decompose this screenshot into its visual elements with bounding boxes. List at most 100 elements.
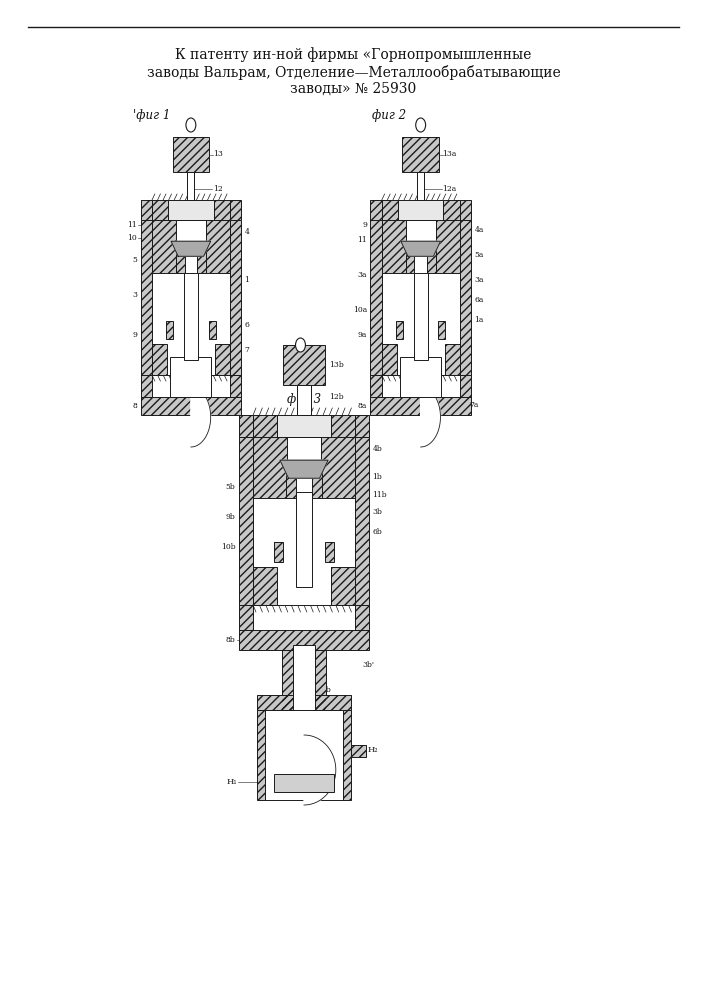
Text: 10: 10 [127,234,137,242]
Text: 3а: 3а [358,271,367,279]
Text: 4b: 4b [373,445,382,453]
Text: 12b: 12b [329,393,344,401]
Bar [343,710,351,800]
Bar [331,567,355,605]
Text: 4: 4 [245,228,250,236]
Bar [257,710,265,800]
Bar [173,137,209,172]
Bar [152,200,168,220]
Bar [170,357,211,397]
Bar [355,437,369,605]
Bar [274,774,334,792]
Bar [168,200,214,220]
Bar [406,244,414,272]
Text: 'фиг 1: 'фиг 1 [134,108,170,121]
Bar [265,710,343,800]
Bar [230,220,241,375]
Bar [253,437,287,498]
Bar [382,344,397,375]
Bar [417,172,424,200]
Bar [206,220,230,272]
Bar [297,385,311,415]
Bar [460,375,471,397]
Bar [152,220,176,272]
Bar [382,220,406,272]
Text: 13b: 13b [329,361,344,369]
Bar [152,200,168,220]
Text: 3а: 3а [474,276,484,284]
Text: 3b': 3b' [362,661,374,669]
Bar [239,437,253,605]
Text: 4а: 4а [474,226,484,234]
Bar [209,320,216,338]
Bar [460,200,471,220]
Bar [277,415,331,437]
Bar [396,320,403,338]
Bar [370,220,382,375]
Bar [141,397,241,415]
Bar [215,344,230,375]
Bar [283,345,325,385]
Bar [443,200,460,220]
Bar [370,397,471,415]
Bar [230,375,241,397]
Bar [436,220,460,272]
Bar [312,464,322,498]
Bar [414,272,428,360]
Bar [351,744,366,757]
Bar [166,320,173,338]
Polygon shape [191,387,211,447]
Text: H₂: H₂ [368,746,378,755]
Bar [398,200,443,220]
Bar [197,244,206,272]
Bar [343,710,351,800]
Circle shape [186,118,196,132]
Bar [214,200,230,220]
Circle shape [296,338,305,352]
Bar [370,375,382,397]
Bar [253,415,277,437]
Bar [152,220,176,272]
Text: 3b: 3b [373,508,382,516]
Bar [141,200,152,220]
Bar [370,375,382,397]
Bar [253,437,287,498]
Text: 3: 3 [132,291,137,299]
Bar [460,375,471,397]
Bar [230,375,241,397]
Bar [141,220,152,375]
Bar [141,375,152,397]
Text: 8b: 8b [226,636,235,644]
Bar [253,567,277,605]
Bar [438,320,445,338]
Bar [141,397,241,415]
Bar [331,415,355,437]
Bar [427,244,436,272]
Bar [239,605,253,630]
Bar [382,344,397,375]
Text: 8а: 8а [358,402,367,410]
Bar [321,437,355,498]
Text: H₁: H₁ [226,778,237,786]
Bar [253,437,355,605]
Text: 6: 6 [245,321,250,329]
Bar [355,415,369,437]
Bar [253,415,277,437]
Text: 1а: 1а [474,316,484,324]
Text: 11: 11 [357,236,367,244]
Text: 5b: 5b [226,483,235,491]
Bar [315,650,326,710]
Text: 7b: 7b [321,686,331,694]
Text: 1b: 1b [373,473,382,481]
Bar [152,344,167,375]
Bar [286,464,296,498]
Bar [355,605,369,630]
Bar [152,344,167,375]
Text: 7: 7 [245,346,250,354]
Polygon shape [280,460,328,478]
Text: 6b: 6b [373,528,382,536]
Bar [141,200,152,220]
Bar [460,220,471,375]
Text: 10b: 10b [221,543,235,551]
Bar [406,244,414,272]
